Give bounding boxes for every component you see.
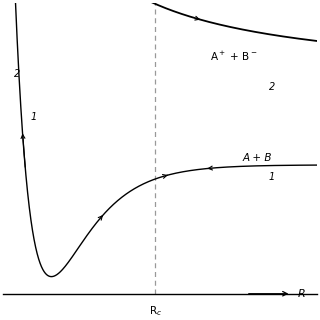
Text: A + B: A + B [243,153,272,163]
Text: 1: 1 [268,172,275,182]
Text: 1: 1 [30,112,37,122]
Text: R: R [298,289,306,299]
Text: R$_c$: R$_c$ [148,305,162,318]
Text: 2: 2 [14,69,20,79]
Text: A$^+$ + B$^-$: A$^+$ + B$^-$ [210,50,258,63]
Text: 2: 2 [268,82,275,92]
